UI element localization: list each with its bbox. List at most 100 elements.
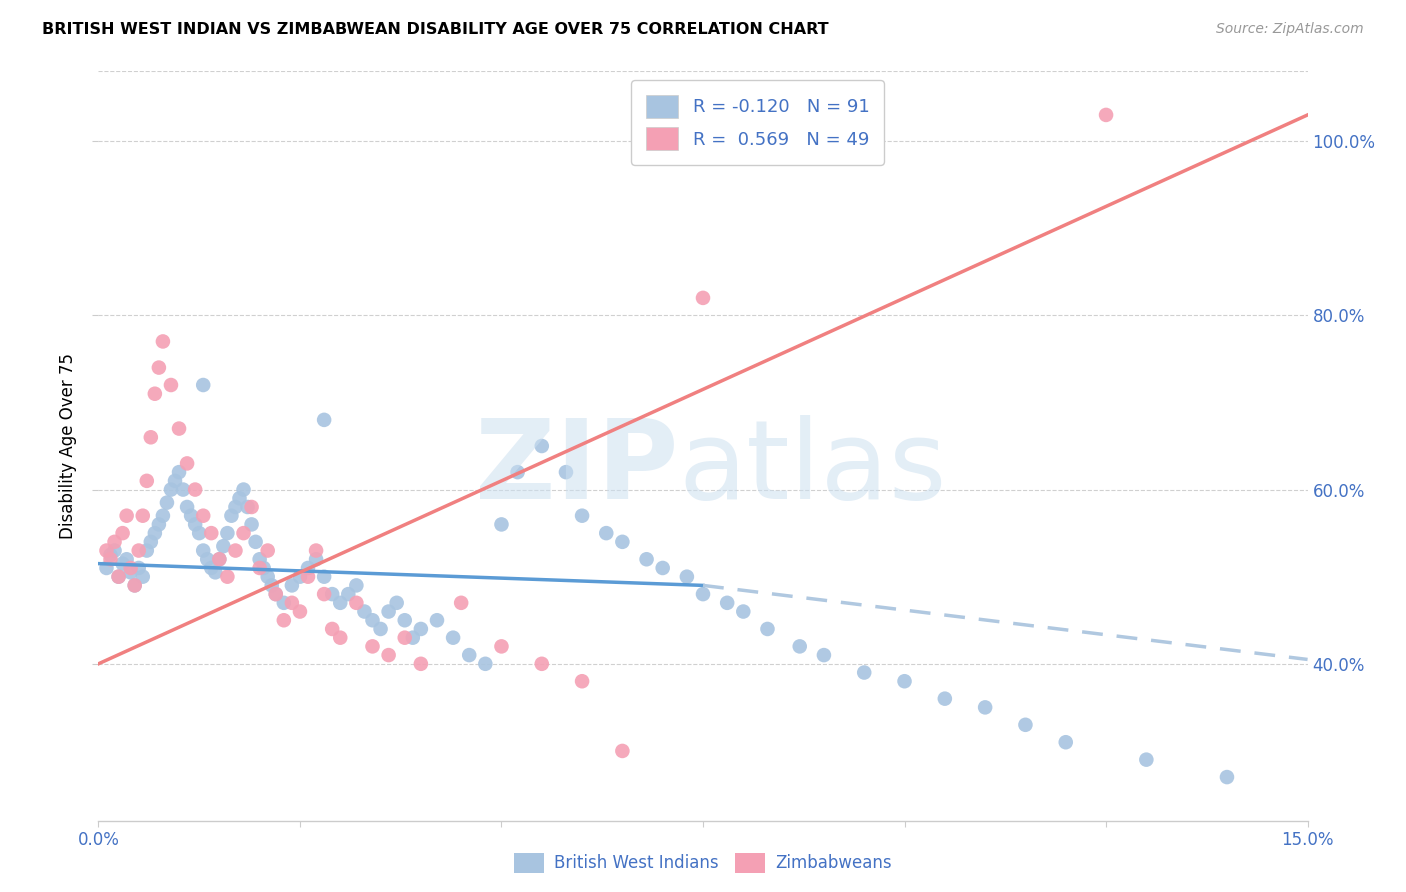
Text: atlas: atlas [679, 415, 948, 522]
Point [530, 439, 553, 453]
Point [344, 578, 367, 592]
Point [188, 526, 211, 541]
Point [555, 465, 578, 479]
Point [148, 360, 170, 375]
Point [139, 430, 162, 444]
Point [1095, 108, 1118, 122]
Point [167, 465, 190, 479]
Point [288, 605, 311, 619]
Point [394, 631, 416, 645]
Point [281, 578, 304, 592]
Point [506, 465, 529, 479]
Point [934, 691, 956, 706]
Point [314, 587, 336, 601]
Point [1135, 753, 1157, 767]
Point [450, 596, 472, 610]
Point [385, 596, 408, 610]
Point [733, 605, 755, 619]
Point [236, 500, 259, 514]
Point [256, 570, 278, 584]
Point [148, 517, 170, 532]
Point [474, 657, 496, 671]
Text: Source: ZipAtlas.com: Source: ZipAtlas.com [1216, 22, 1364, 37]
Point [128, 561, 150, 575]
Legend: British West Indians, Zimbabweans: British West Indians, Zimbabweans [508, 847, 898, 880]
Point [124, 578, 146, 592]
Point [595, 526, 617, 541]
Point [232, 483, 254, 497]
Point [974, 700, 997, 714]
Point [305, 543, 328, 558]
Point [409, 657, 432, 671]
Point [273, 613, 295, 627]
Point [184, 517, 207, 532]
Point [530, 657, 553, 671]
Point [329, 631, 352, 645]
Point [402, 631, 425, 645]
Point [813, 648, 835, 662]
Point [256, 543, 278, 558]
Point [273, 596, 295, 610]
Point [676, 570, 699, 584]
Point [228, 491, 250, 506]
Point [204, 566, 226, 580]
Point [193, 543, 215, 558]
Point [217, 526, 239, 541]
Point [253, 561, 276, 575]
Point [344, 596, 367, 610]
Point [96, 543, 118, 558]
Point [692, 291, 714, 305]
Point [321, 587, 343, 601]
Point [232, 526, 254, 541]
Point [107, 570, 129, 584]
Point [152, 508, 174, 523]
Point [103, 543, 125, 558]
Point [212, 539, 235, 553]
Point [240, 500, 263, 514]
Point [96, 561, 118, 575]
Point [217, 570, 239, 584]
Point [208, 552, 231, 566]
Point [370, 622, 392, 636]
Point [172, 483, 194, 497]
Point [249, 561, 271, 575]
Point [1014, 718, 1036, 732]
Point [135, 474, 157, 488]
Point [184, 483, 207, 497]
Point [441, 631, 464, 645]
Point [176, 500, 198, 514]
Point [288, 570, 311, 584]
Point [893, 674, 915, 689]
Y-axis label: Disability Age Over 75: Disability Age Over 75 [59, 353, 77, 539]
Point [143, 386, 166, 401]
Point [361, 613, 384, 627]
Point [107, 570, 129, 584]
Point [132, 570, 155, 584]
Point [297, 561, 319, 575]
Point [426, 613, 449, 627]
Point [377, 648, 399, 662]
Point [329, 596, 352, 610]
Point [163, 474, 186, 488]
Point [249, 552, 271, 566]
Point [692, 587, 714, 601]
Point [612, 534, 634, 549]
Point [789, 640, 811, 654]
Point [1054, 735, 1077, 749]
Point [193, 378, 215, 392]
Point [208, 552, 231, 566]
Point [240, 517, 263, 532]
Point [103, 534, 125, 549]
Point [156, 495, 179, 509]
Point [128, 543, 150, 558]
Point [377, 605, 399, 619]
Point [612, 744, 634, 758]
Point [115, 508, 138, 523]
Point [195, 552, 218, 566]
Point [200, 561, 222, 575]
Point [224, 500, 246, 514]
Point [245, 534, 267, 549]
Point [221, 508, 243, 523]
Point [756, 622, 779, 636]
Point [115, 552, 138, 566]
